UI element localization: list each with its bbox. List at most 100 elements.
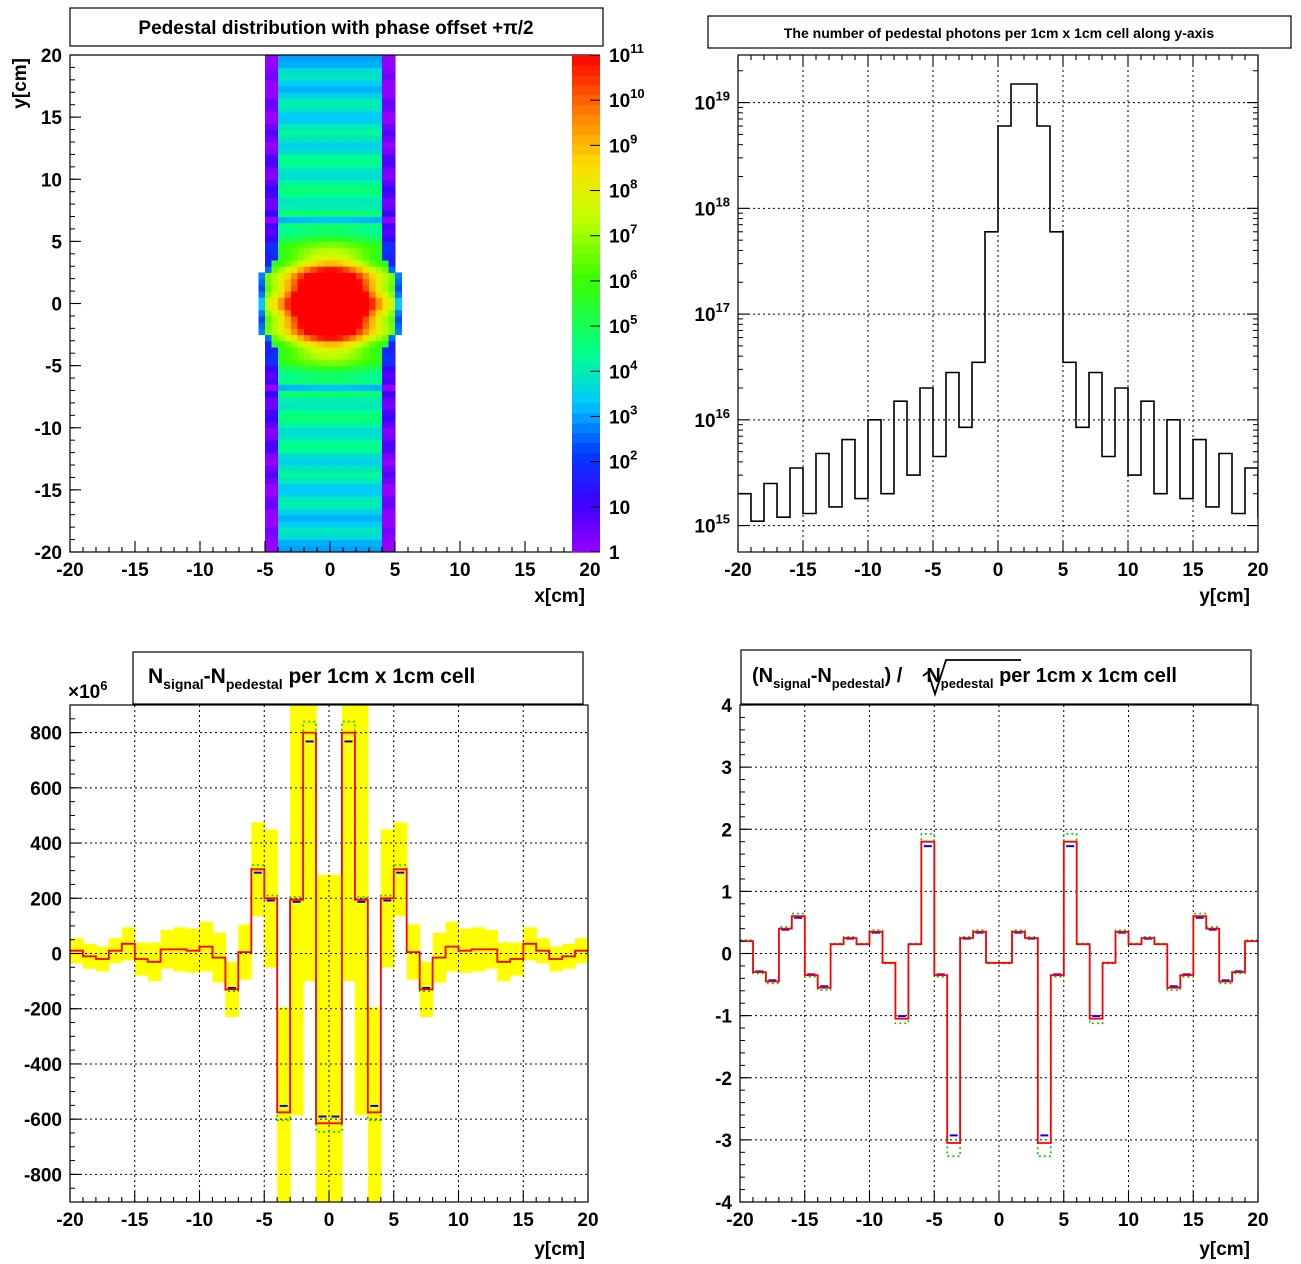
heatmap-cell [317, 471, 324, 478]
heatmap-cell [349, 117, 357, 124]
heatmap-cell [297, 185, 305, 193]
heatmap-cell [375, 284, 383, 292]
heatmap-cell [336, 315, 344, 323]
heatmap-cell [388, 154, 396, 162]
heatmap-cell [271, 129, 279, 137]
heatmap-cell [375, 98, 383, 106]
heatmap-cell [336, 197, 344, 205]
heatmap-cell [356, 409, 363, 416]
heatmap-cell [330, 135, 337, 143]
heatmap-cell [375, 502, 383, 510]
heatmap-cell [330, 86, 337, 93]
heatmap-cell [388, 104, 396, 112]
heatmap-cell [343, 427, 350, 435]
heatmap-cell [362, 502, 370, 510]
heatmap-cell [330, 241, 337, 249]
colorbar-label: 104 [609, 357, 638, 383]
heatmap-cell [343, 260, 350, 267]
heatmap-cell [291, 272, 298, 280]
heatmap-cell [310, 520, 318, 528]
heatmap-cell [271, 396, 279, 404]
heatmap-cell [375, 266, 383, 273]
heatmap-cell [330, 185, 337, 193]
heatmap-cell [382, 446, 389, 454]
heatmap-cell [349, 402, 357, 410]
heatmap-cell [336, 173, 344, 180]
heatmap-cell [304, 346, 311, 354]
heatmap-cell [258, 297, 266, 304]
heatmap-cell [375, 228, 383, 236]
heatmap-cell [297, 86, 305, 93]
heatmap-cell [336, 390, 344, 398]
heatmap-cell [330, 204, 337, 211]
x-tick-label: 10 [449, 560, 470, 581]
heatmap-cell [304, 409, 311, 416]
heatmap-cell [291, 496, 298, 503]
heatmap-cell [284, 520, 292, 528]
heatmap-cell [343, 204, 350, 211]
heatmap-cell [388, 141, 396, 149]
heatmap-cell [271, 291, 279, 298]
heatmap-cell [336, 222, 344, 230]
heatmap-cell [310, 185, 318, 193]
heatmap-cell [388, 465, 396, 472]
heatmap-cell [349, 502, 357, 510]
heatmap-cell [330, 433, 337, 441]
heatmap-cell [388, 471, 396, 478]
heatmap-cell [317, 179, 324, 186]
heatmap-cell [336, 433, 344, 441]
heatmap-cell [265, 539, 272, 547]
colorbar-label: 102 [609, 448, 637, 474]
heatmap-cell [336, 291, 344, 298]
heatmap-cell [343, 148, 350, 155]
heatmap-cell [278, 527, 285, 534]
heatmap-cell [317, 123, 324, 131]
heatmap-cell [369, 527, 376, 534]
heatmap-cell [284, 216, 292, 224]
colorbar-swatch [572, 214, 600, 225]
heatmap-cell [330, 191, 337, 199]
heatmap-cell [388, 272, 396, 280]
heatmap-cell [291, 197, 298, 205]
heatmap-cell [271, 191, 279, 199]
heatmap-cell [330, 92, 337, 99]
heatmap-cell [395, 297, 402, 304]
heatmap-cell [356, 154, 363, 162]
heatmap-cell [323, 508, 331, 516]
heatmap-cell [258, 315, 266, 323]
heatmap-cell [369, 309, 376, 317]
heatmap-cell [362, 346, 370, 354]
heatmap-cell [297, 471, 305, 478]
heatmap-cell [323, 433, 331, 441]
heatmap-cell [362, 322, 370, 329]
heatmap-cell [265, 173, 272, 180]
heatmap-cell [284, 79, 292, 87]
heatmap-cell [271, 135, 279, 143]
heatmap-cell [349, 86, 357, 93]
heatmap-cell [284, 378, 292, 385]
heatmap-cell [284, 284, 292, 292]
heatmap-cell [336, 179, 344, 186]
heatmap-cell [356, 390, 363, 398]
heatmap-cell [375, 334, 383, 342]
heatmap-cell [323, 110, 331, 118]
heatmap-cell [278, 396, 285, 404]
heatmap-cell [304, 328, 311, 336]
heatmap-cell [349, 166, 357, 174]
heatmap-cell [362, 166, 370, 174]
y-tick-label: 600 [30, 779, 62, 800]
heatmap-cell [284, 421, 292, 429]
colorbar-swatch [572, 293, 600, 304]
heatmap-cell [258, 322, 266, 329]
heatmap-cell [310, 365, 318, 373]
heatmap-cell [382, 315, 389, 323]
heatmap-cell [278, 110, 285, 118]
heatmap-cell [375, 55, 383, 62]
heatmap-cell [304, 458, 311, 466]
heatmap-cell [284, 266, 292, 273]
heatmap-cell [362, 496, 370, 503]
heatmap-cell [336, 185, 344, 193]
heatmap-cell [388, 328, 396, 336]
heatmap-cell [291, 378, 298, 385]
heatmap-cell [310, 440, 318, 447]
